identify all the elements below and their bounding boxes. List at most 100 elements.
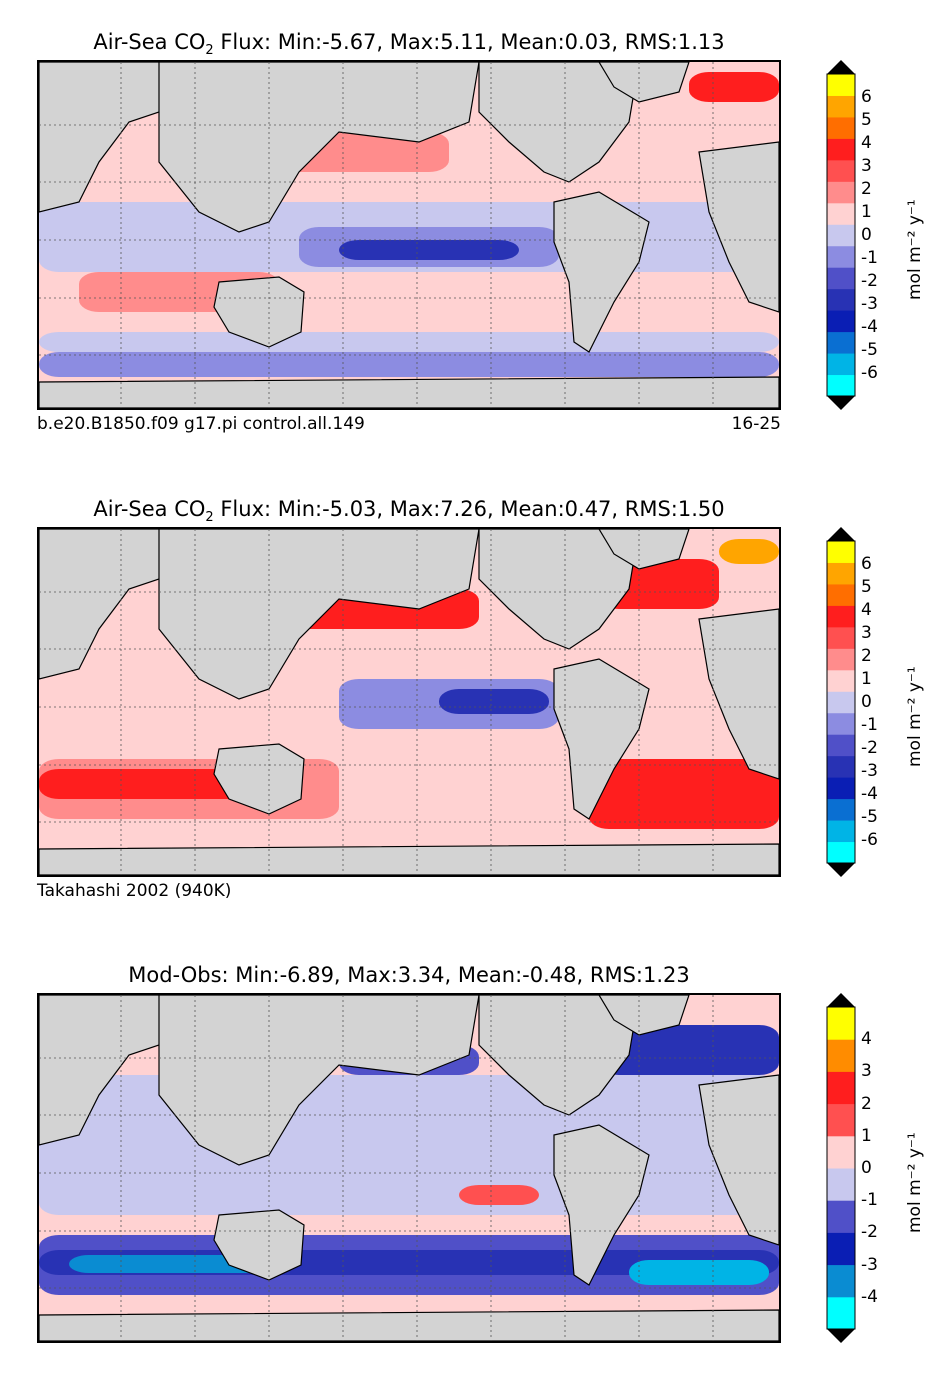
colorbar-tick-label: -6 [861, 830, 878, 850]
colorbar-segment [827, 95, 855, 118]
land-mass [553, 191, 650, 353]
colorbar-graphic [826, 527, 856, 877]
colorbar-segment [827, 1103, 855, 1137]
colorbar-tick-label: -2 [861, 1222, 878, 1243]
land-mass [213, 276, 305, 348]
colorbar [826, 60, 856, 410]
colorbar-segment [827, 626, 855, 649]
land-mass [698, 141, 779, 313]
colorbar-segment [827, 1007, 855, 1040]
obs-source-label: Takahashi 2002 (940K) [37, 881, 232, 901]
colorbar-segment [827, 374, 855, 397]
colorbar-tick-label: -4 [861, 1286, 878, 1307]
colorbar-tick-label: 3 [861, 623, 872, 643]
panel-title: Mod-Obs: Min:-6.89, Max:3.34, Mean:-0.48… [128, 963, 690, 987]
colorbar-segment [827, 74, 855, 96]
colorbar-extend-max [827, 60, 855, 74]
colorbar-frame [826, 73, 856, 397]
colorbar-tick-label: -2 [861, 271, 878, 291]
colorbar-segment [827, 1200, 855, 1233]
land-mass [598, 529, 690, 570]
panel-title: Air-Sea CO2 Flux: Min:-5.03, Max:7.26, M… [93, 497, 725, 526]
contour-region [599, 1025, 779, 1075]
colorbar-ticks: 6 5 4 3 2 1 0 -1 -2 -3 -4 -5 -6 [861, 60, 901, 410]
colorbar-segment [827, 541, 855, 563]
colorbar-tick-label: 1 [861, 669, 872, 689]
colorbar-tick-label: 3 [861, 1061, 872, 1082]
map-panel-2: Air-Sea CO2 Flux: Min:-5.03, Max:7.26, M… [0, 467, 950, 927]
flux-map [37, 527, 781, 877]
colorbar-extend-max [827, 527, 855, 541]
panel-title: Air-Sea CO2 Flux: Min:-5.67, Max:5.11, M… [93, 30, 725, 59]
colorbar-unit-label: mol m⁻² y⁻¹ [905, 199, 925, 300]
land-mass [39, 1309, 779, 1341]
colorbar-unit-label: mol m⁻² y⁻¹ [905, 666, 925, 767]
map-panel-1: Air-Sea CO2 Flux: Min:-5.67, Max:5.11, M… [0, 0, 950, 460]
difference-map [37, 993, 781, 1343]
colorbar-tick-label: 4 [861, 1029, 872, 1050]
land-mass [213, 743, 305, 815]
contour-region [689, 72, 779, 102]
colorbar-segment [827, 820, 855, 843]
contour-region [459, 1185, 539, 1205]
colorbar-frame [826, 540, 856, 864]
colorbar-tick-label: 0 [861, 1158, 872, 1178]
colorbar-segment [827, 202, 855, 225]
colorbar-tick-label: 0 [861, 692, 872, 712]
land-mass [158, 529, 480, 700]
land-mass [698, 1074, 779, 1246]
colorbar [826, 527, 856, 877]
contour-region [39, 1075, 779, 1215]
colorbar-graphic [826, 993, 856, 1343]
colorbar-segment [827, 224, 855, 247]
contour-region [39, 332, 779, 352]
land-mass [158, 62, 480, 233]
colorbar-segment [827, 841, 855, 864]
contour-region [339, 240, 519, 260]
colorbar-segment [827, 1039, 855, 1072]
colorbar-segment [827, 116, 855, 139]
land-mass [598, 995, 690, 1036]
land-mass [553, 1124, 650, 1286]
contour-region [589, 759, 779, 829]
colorbar-tick-label: 4 [861, 600, 872, 620]
colorbar-tick-label: 2 [861, 179, 872, 199]
colorbar-tick-label: -6 [861, 363, 878, 383]
colorbar-segment [827, 288, 855, 311]
colorbar-tick-label: 6 [861, 87, 872, 107]
colorbar-frame [826, 1006, 856, 1330]
contour-region [719, 539, 779, 564]
colorbar-tick-label: 5 [861, 577, 872, 597]
colorbar-tick-label: -3 [861, 1254, 878, 1275]
colorbar-segment [827, 267, 855, 290]
colorbar-extend-min [827, 396, 855, 410]
colorbar-tick-label: -1 [861, 1190, 878, 1211]
land-mass [213, 1209, 305, 1281]
contour-region [39, 352, 779, 377]
colorbar-segment [827, 181, 855, 204]
colorbar-segment [827, 755, 855, 778]
colorbar-segment [827, 1232, 855, 1266]
land-mass [553, 658, 650, 820]
contour-region [629, 1260, 769, 1285]
map-canvas [39, 529, 779, 875]
colorbar-segment [827, 1168, 855, 1201]
years-label: 16-25 [731, 414, 781, 434]
colorbar-segment [827, 310, 855, 333]
colorbar-tick-label: 0 [861, 225, 872, 245]
colorbar-segment [827, 691, 855, 714]
colorbar-segment [827, 1071, 855, 1105]
colorbar-tick-label: -1 [861, 715, 878, 735]
colorbar-tick-label: 3 [861, 156, 872, 176]
colorbar-graphic [826, 60, 856, 410]
colorbar-segment [827, 777, 855, 800]
flux-map [37, 60, 781, 410]
colorbar-tick-label: 1 [861, 202, 872, 222]
colorbar-tick-label: 6 [861, 554, 872, 574]
colorbar-segment [827, 583, 855, 606]
colorbar-extend-max [827, 993, 855, 1007]
colorbar-tick-label: 2 [861, 646, 872, 666]
land-mass [698, 608, 779, 780]
case-name-label: b.e20.B1850.f09 g17.pi control.all.149 [37, 414, 365, 434]
colorbar-segment [827, 712, 855, 735]
